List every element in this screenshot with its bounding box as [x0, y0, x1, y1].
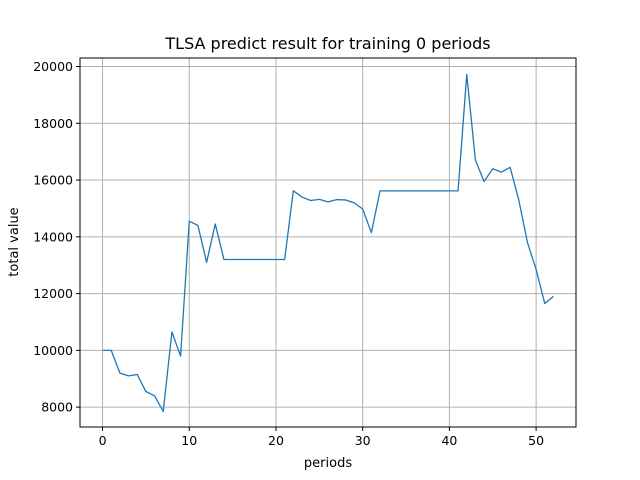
y-tick-label: 16000 — [33, 173, 73, 188]
grid-lines — [80, 58, 576, 427]
x-tick-label: 10 — [181, 433, 197, 448]
series-layer — [102, 73, 554, 413]
y-tick-label: 12000 — [33, 286, 73, 301]
x-tick-label: 30 — [355, 433, 371, 448]
chart-title: TLSA predict result for training 0 perio… — [164, 34, 490, 53]
y-tick-label: 20000 — [33, 59, 73, 74]
y-tick-label: 14000 — [33, 229, 73, 244]
y-tick-label: 8000 — [41, 400, 73, 415]
series-line — [102, 73, 554, 413]
x-tick-label: 50 — [528, 433, 544, 448]
x-tick-label: 20 — [268, 433, 284, 448]
plot-frame — [79, 57, 577, 428]
x-tick-label: 0 — [99, 433, 107, 448]
y-axis-label: total value — [7, 207, 22, 276]
x-axis: 0 10 20 30 40 50 — [99, 427, 544, 448]
y-axis: 8000 10000 12000 14000 16000 18000 20000 — [33, 59, 80, 415]
y-tick-label: 10000 — [33, 343, 73, 358]
x-axis-label: periods — [304, 456, 352, 471]
y-tick-label: 18000 — [33, 116, 73, 131]
x-tick-label: 40 — [441, 433, 457, 448]
